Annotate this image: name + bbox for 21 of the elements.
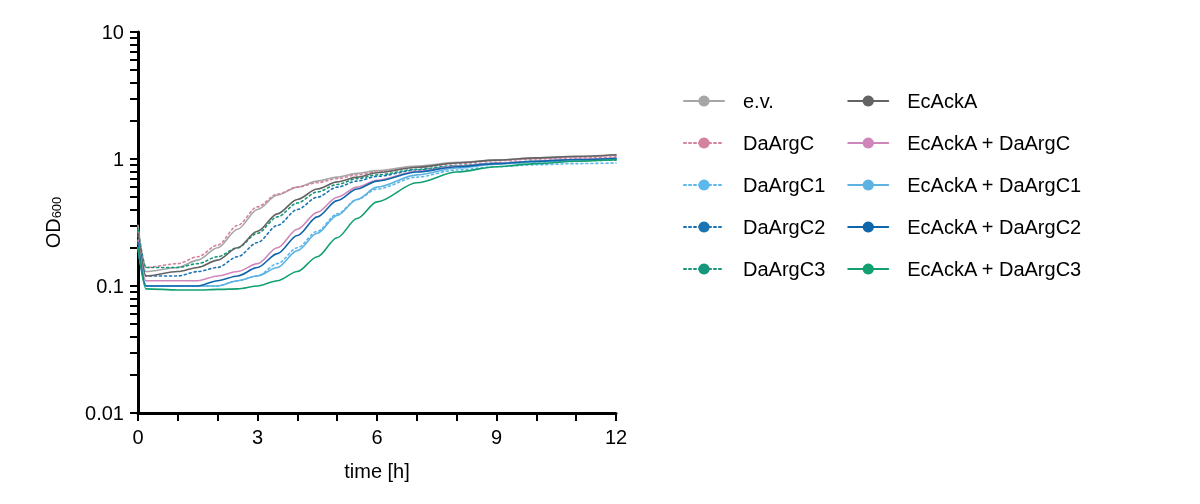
x-tick-label: 12 — [604, 426, 628, 448]
y-tick-label: 10 — [101, 21, 124, 43]
x-tick-label: 0 — [132, 426, 144, 448]
y-axis-title: OD600 — [41, 196, 64, 249]
legend-label: DaArgC2 — [743, 216, 826, 238]
legend-label: EcAckA + DaArgC1 — [907, 174, 1082, 196]
x-tick-label: 6 — [371, 426, 383, 448]
legend-label: DaArgC1 — [743, 174, 826, 196]
legend-label: EcAckA + DaArgC2 — [907, 216, 1082, 238]
legend-label: e.v. — [743, 90, 774, 112]
x-tick-label: 9 — [490, 426, 503, 448]
y-tick-label: 1 — [112, 148, 124, 170]
legend-label: EcAckA + DaArgC3 — [907, 258, 1082, 280]
legend-label: EcAckA — [907, 90, 978, 112]
legend-label: DaArgC — [743, 132, 815, 154]
y-tick-label: 0.01 — [85, 402, 124, 424]
x-axis-title: time [h] — [344, 460, 410, 482]
x-tick-label: 3 — [251, 426, 264, 448]
legend-label: EcAckA + DaArgC — [907, 132, 1071, 154]
legend-label: DaArgC3 — [743, 258, 826, 280]
y-tick-label: 0.1 — [96, 275, 124, 297]
